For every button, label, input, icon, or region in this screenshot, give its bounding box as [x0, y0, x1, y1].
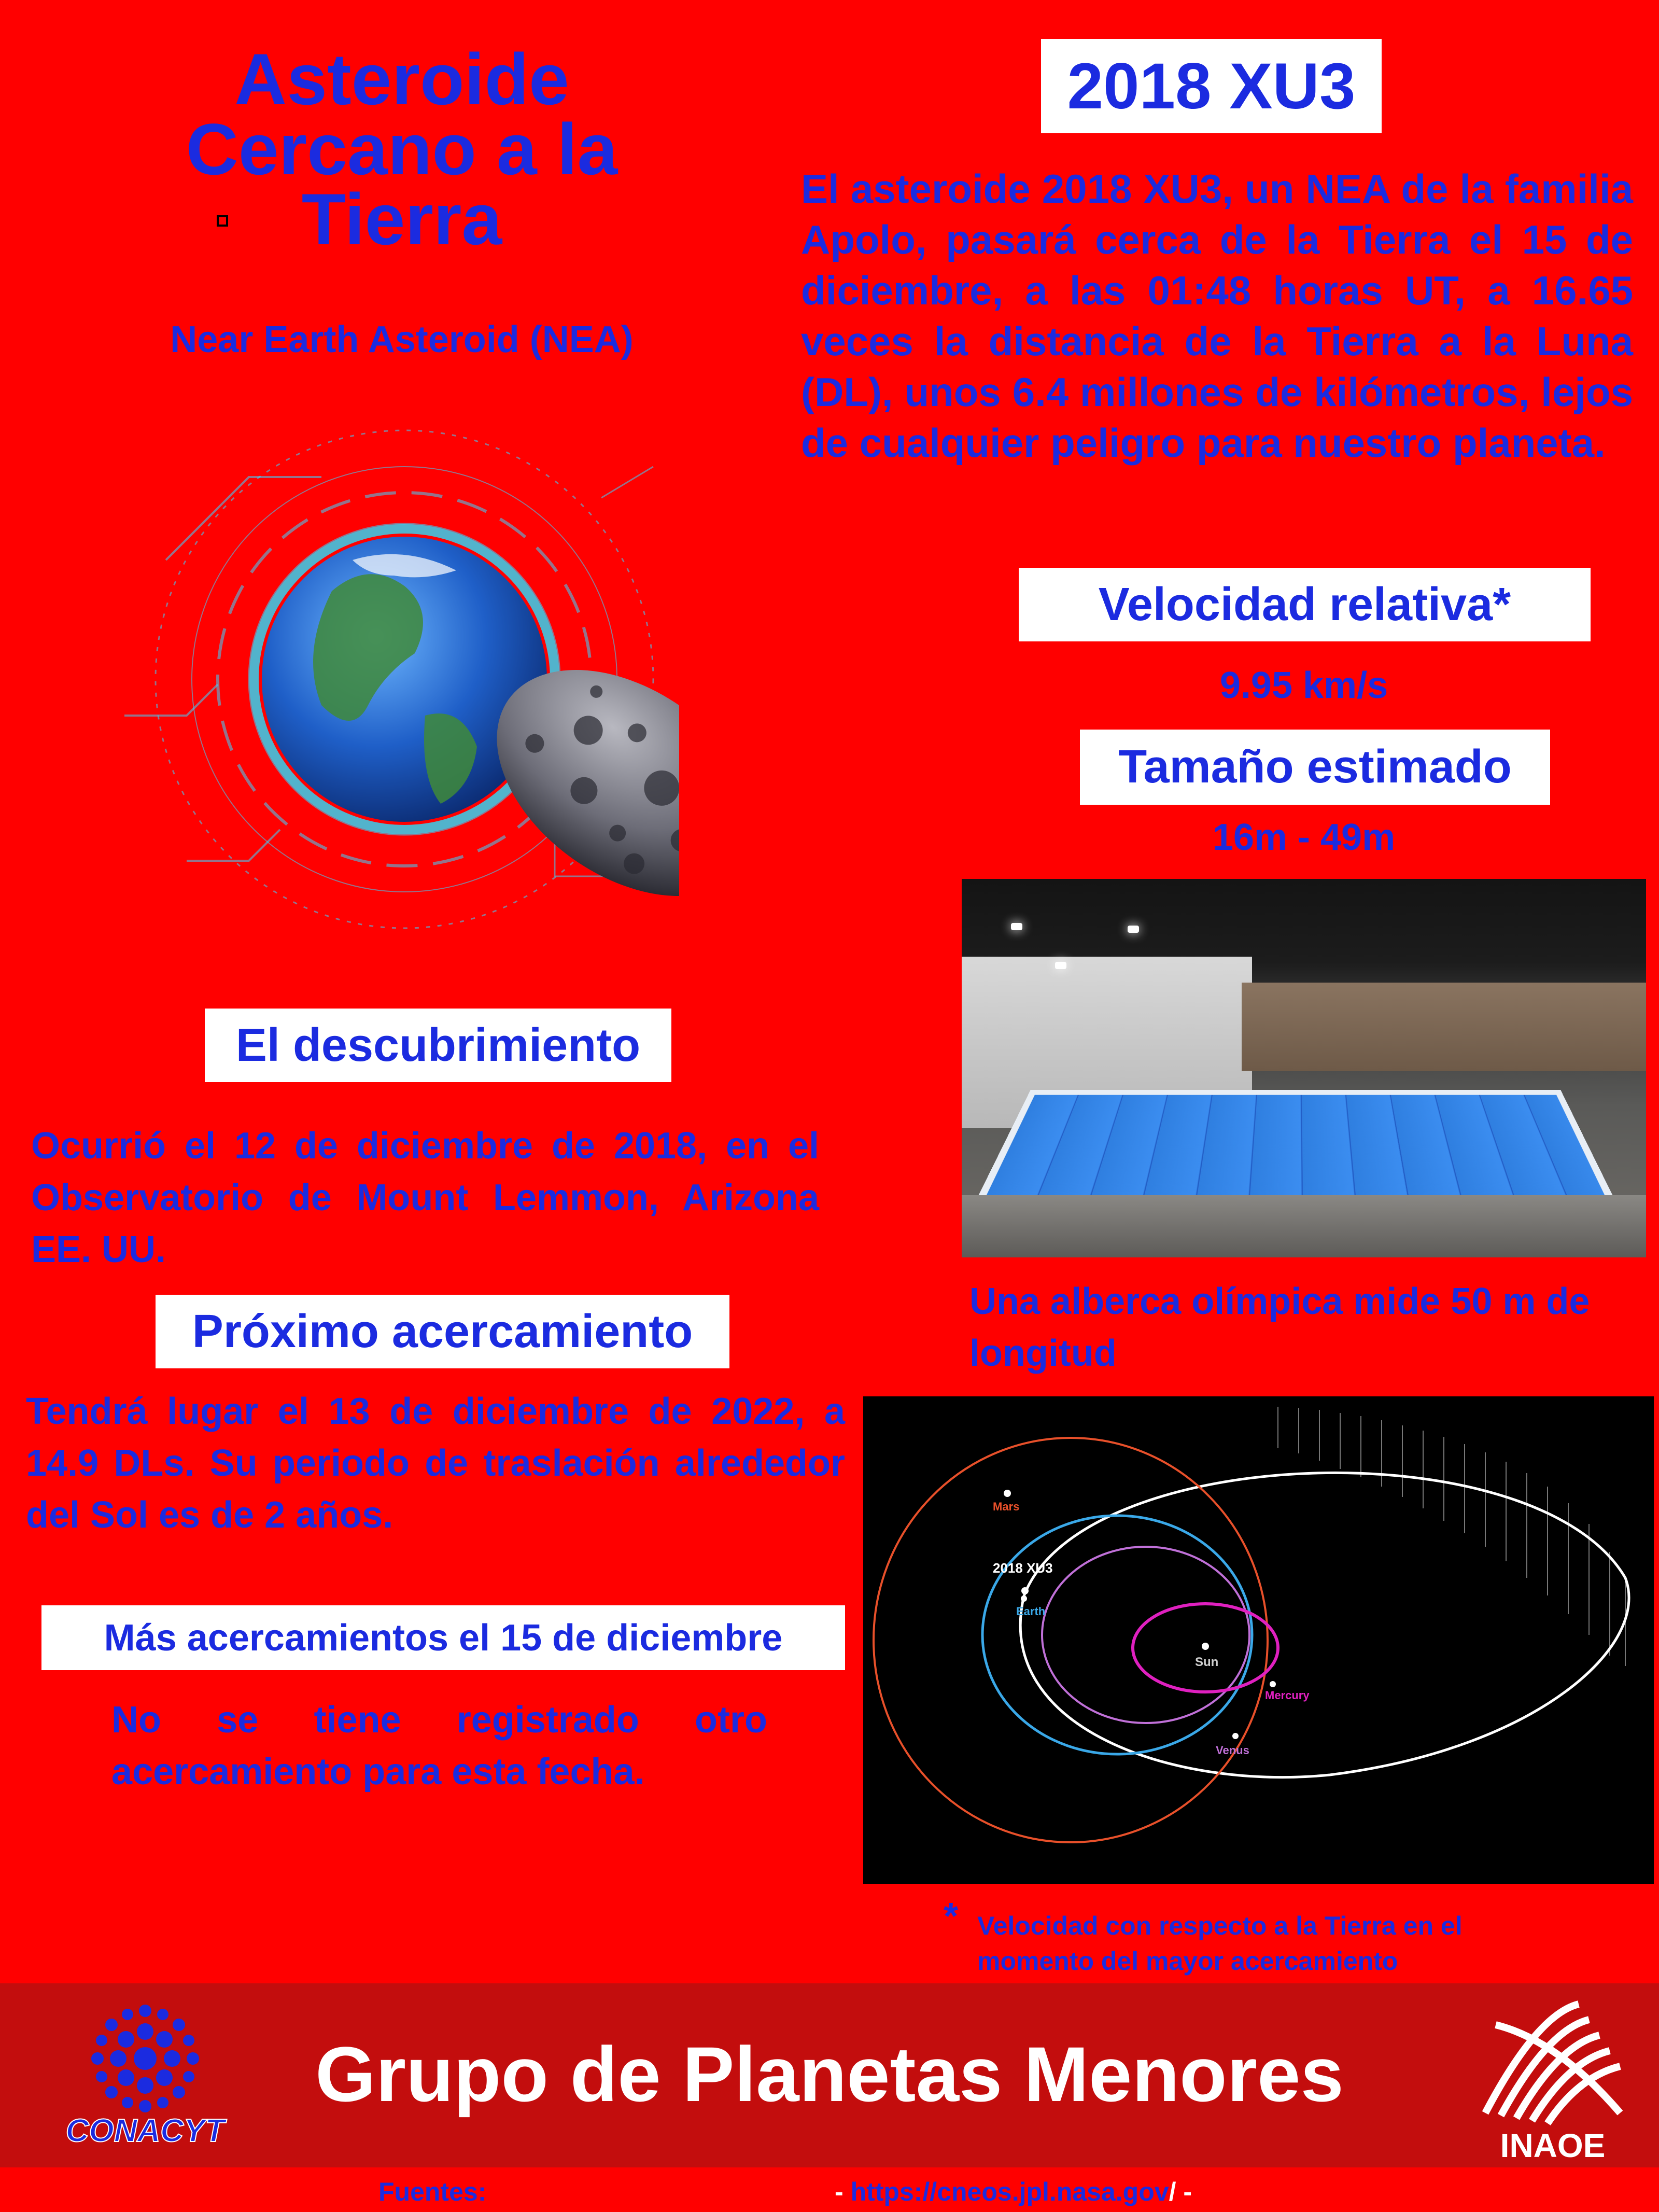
venus-label: Venus	[1216, 1744, 1249, 1757]
more-approaches-label: Más acercamientos el 15 de diciembre	[104, 1617, 783, 1659]
asteroid-label: 2018 XU3	[993, 1560, 1053, 1576]
sources-label: Fuentes:	[378, 2177, 487, 2206]
page-subtitle: Near Earth Asteroid (NEA)	[170, 319, 634, 360]
sources-line: - https://cneos.jpl.nasa.gov/ -	[835, 2177, 1192, 2207]
small-marker-icon	[217, 215, 228, 227]
mercury-label: Mercury	[1265, 1689, 1310, 1702]
conacyt-text: CONACYT	[66, 2113, 228, 2149]
orbit-diagram: Mars 2018 XU3 Earth Sun Mercury Venus	[863, 1396, 1654, 1884]
pool-wall	[1242, 983, 1646, 1071]
velocity-label: Velocidad relativa*	[1098, 578, 1511, 631]
velocity-value: 9.95 km/s	[1219, 665, 1388, 706]
mercury-orbit	[1131, 1602, 1280, 1693]
title-line-2: Cercano a la	[186, 108, 618, 190]
sources-dash-left: -	[835, 2177, 843, 2206]
size-value: 16m - 49m	[1212, 817, 1396, 858]
footnote-marker: *	[944, 1896, 959, 1937]
mars-orbit	[873, 1437, 1269, 1843]
earth-globe	[262, 537, 547, 822]
sources-link[interactable]: https://cneos.jpl.nasa.gov	[850, 2177, 1169, 2206]
inaoe-text: INAOE	[1500, 2127, 1606, 2164]
lamp-icon	[1011, 923, 1022, 930]
lamp-icon	[1055, 962, 1066, 969]
pool-deck	[962, 1195, 1646, 1257]
asteroid-name-box: 2018 XU3	[1041, 39, 1382, 133]
velocity-label-box: Velocidad relativa*	[1019, 568, 1591, 641]
venus-orbit	[1041, 1546, 1250, 1724]
footer-bar	[0, 1983, 1659, 2167]
size-label: Tamaño estimado	[1118, 741, 1512, 793]
footnote-text: Velocidad con respecto a la Tierra en el…	[977, 1911, 1463, 1976]
sources-dash-right: -	[1183, 2177, 1192, 2206]
asteroid-description: El asteroide 2018 XU3, un NEA de la fami…	[801, 166, 1633, 466]
more-approaches-text: No se tiene registrado otro acercamiento…	[111, 1699, 767, 1793]
mars-label: Mars	[993, 1500, 1019, 1513]
sun-label: Sun	[1195, 1655, 1218, 1669]
next-approach-label-box: Próximo acercamiento	[156, 1295, 729, 1368]
discovery-label-box: El descubrimiento	[205, 1009, 671, 1082]
more-approaches-label-box: Más acercamientos el 15 de diciembre	[41, 1605, 845, 1670]
next-approach-text: Tendrá lugar el 13 de diciembre de 2022,…	[26, 1391, 845, 1536]
earth-label: Earth	[1016, 1605, 1045, 1618]
inaoe-logo: INAOE	[1482, 2000, 1623, 2164]
size-label-box: Tamaño estimado	[1080, 730, 1550, 805]
earth-illustration	[124, 429, 679, 929]
sources-strip	[0, 2167, 1659, 2212]
footer-title: Grupo de Planetas Menores	[315, 2031, 1344, 2118]
asteroid-rock	[497, 669, 679, 897]
conacyt-logo: CONACYT	[65, 2005, 228, 2149]
lamp-icon	[1128, 926, 1139, 933]
pool-photo	[962, 879, 1646, 1257]
discovery-text: Ocurrió el 12 de diciembre de 2018, en e…	[31, 1125, 819, 1270]
page-title: Asteroide Cercano a la Tierra	[130, 38, 674, 260]
next-approach-label: Próximo acercamiento	[192, 1305, 693, 1357]
title-line-1: Asteroide	[234, 38, 569, 120]
discovery-label: El descubrimiento	[235, 1019, 641, 1071]
title-line-3: Tierra	[301, 178, 502, 260]
sources-slash: /	[1169, 2177, 1176, 2206]
pool-caption: Una alberca olímpica mide 50 m de longit…	[969, 1281, 1590, 1374]
asteroid-name: 2018 XU3	[1067, 50, 1356, 122]
asteroid-orbit	[1019, 1471, 1630, 1779]
earth-orbit	[981, 1514, 1254, 1756]
